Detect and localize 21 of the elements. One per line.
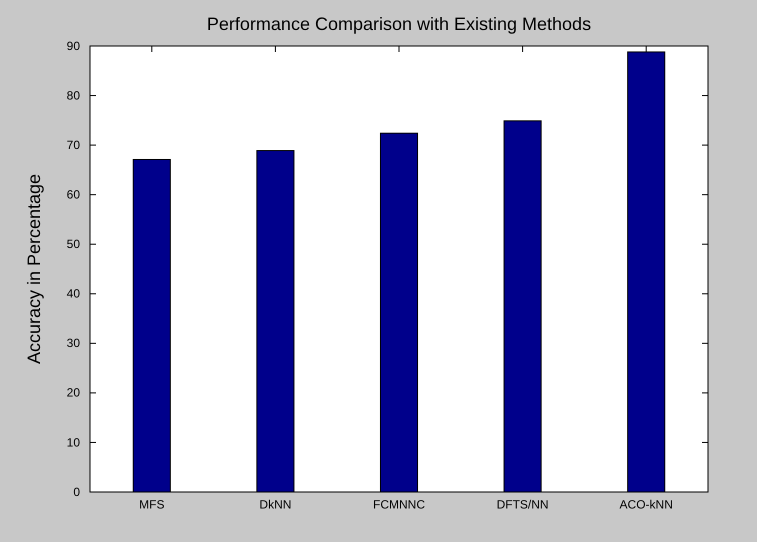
x-tick-label: FCMNNC bbox=[373, 498, 426, 512]
bar bbox=[380, 132, 418, 492]
y-tick-label: 90 bbox=[66, 38, 80, 53]
y-tick-label: 0 bbox=[73, 484, 80, 499]
x-tick-label: ACO-kNN bbox=[620, 498, 673, 512]
bar bbox=[504, 120, 542, 492]
chart-title: Performance Comparison with Existing Methods bbox=[206, 14, 592, 34]
y-tick-label: 20 bbox=[66, 386, 80, 400]
y-tick-label: 80 bbox=[66, 88, 80, 102]
y-tick-label: 30 bbox=[66, 336, 80, 350]
bar bbox=[132, 158, 171, 492]
y-axis-title: Accuracy in Percentage bbox=[24, 174, 44, 364]
y-tick-label: 60 bbox=[66, 188, 80, 202]
y-tick-label: 40 bbox=[66, 286, 80, 301]
y-tick-label: 10 bbox=[66, 435, 80, 450]
x-tick-label: MFS bbox=[139, 498, 164, 512]
y-tick-label: 50 bbox=[66, 237, 80, 252]
x-tick-label: DFTS/NN bbox=[496, 498, 549, 512]
x-tick-label: DkNN bbox=[259, 498, 292, 512]
y-tick-label: 70 bbox=[66, 138, 80, 152]
bar bbox=[256, 150, 294, 492]
